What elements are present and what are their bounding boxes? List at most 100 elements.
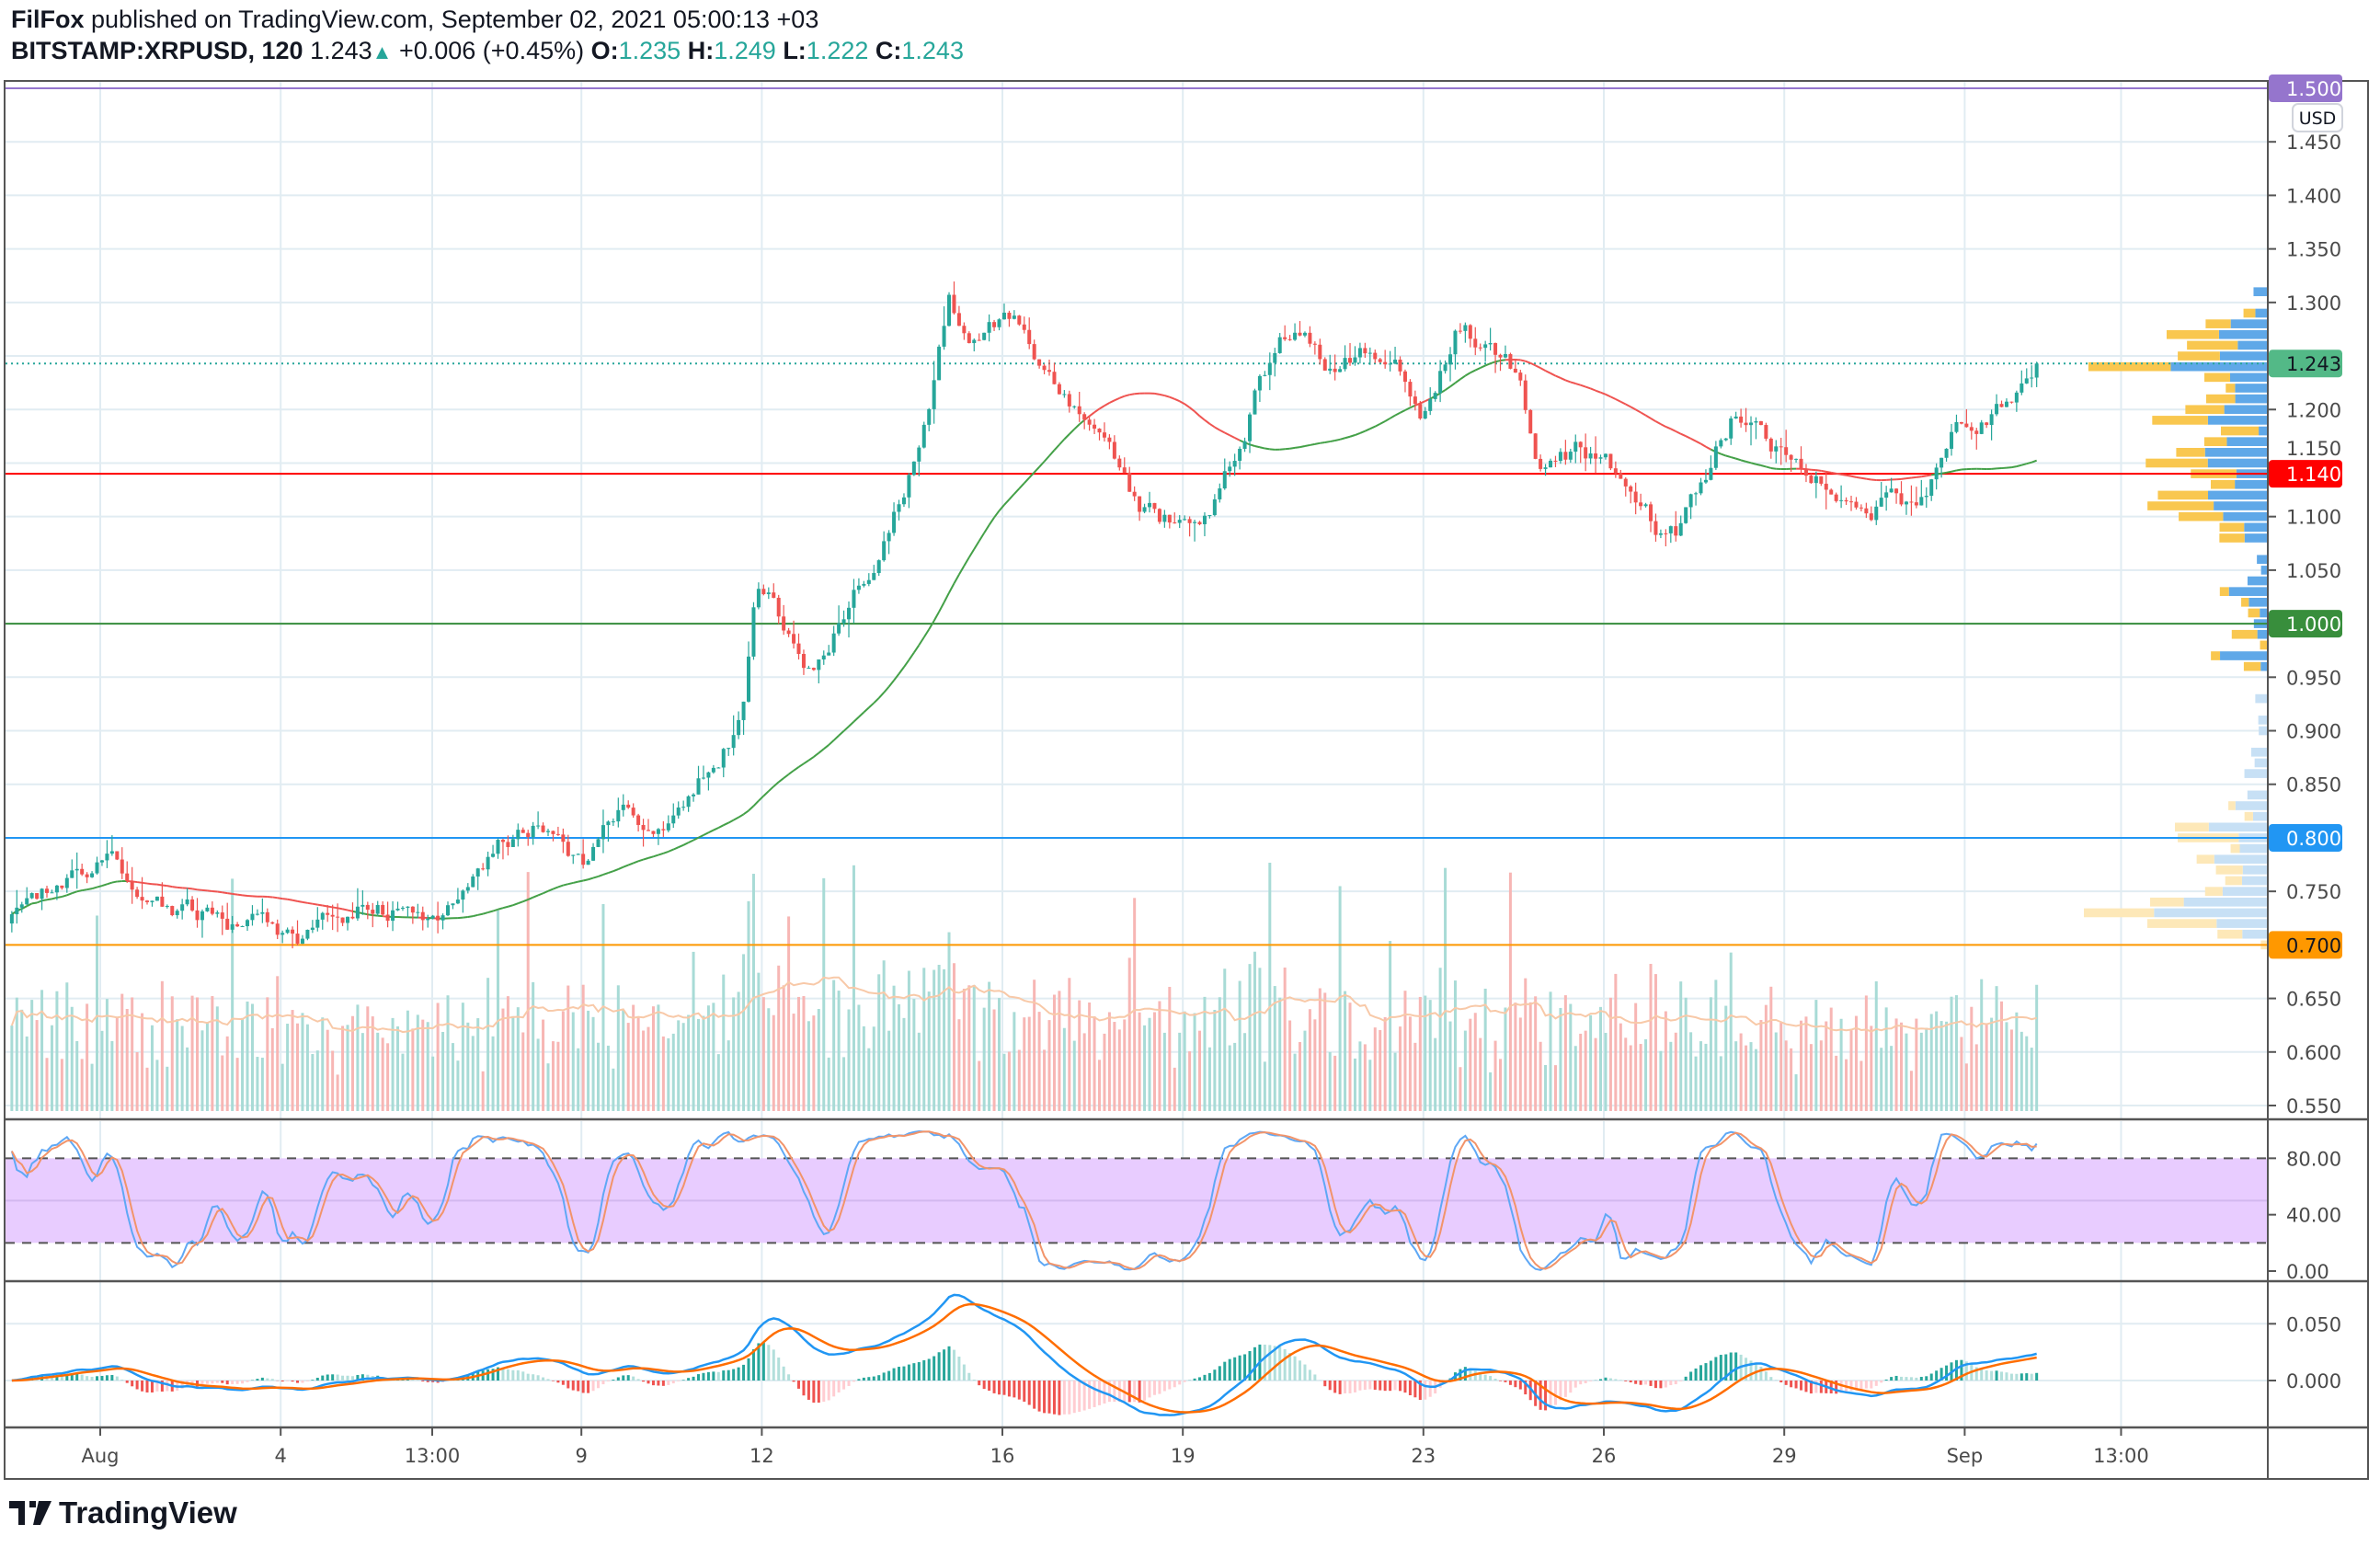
macd-histogram-bar	[205, 1381, 209, 1384]
ma-segment	[492, 908, 498, 912]
candle	[1102, 432, 1106, 438]
ma-segment	[993, 510, 1001, 519]
ma-segment	[277, 897, 283, 900]
macd-histogram-bar	[1769, 1377, 1773, 1381]
candle	[731, 735, 736, 749]
volume-bar	[837, 991, 841, 1111]
ma-segment	[1815, 469, 1822, 472]
candle	[441, 915, 445, 921]
profile-down-bar	[2244, 811, 2253, 821]
ma-segment	[1640, 411, 1647, 417]
macd-histogram-bar	[1745, 1358, 1748, 1381]
profile-up-bar	[2260, 661, 2268, 671]
macd-histogram-bar	[1344, 1381, 1347, 1393]
candle	[1248, 414, 1253, 441]
candle	[1764, 425, 1768, 439]
tradingview-logo[interactable]: TradingView	[9, 1495, 237, 1530]
volume-bar	[1573, 1046, 1577, 1111]
volume-bar	[451, 1043, 454, 1111]
level-badge	[2269, 74, 2342, 102]
author[interactable]: FilFox	[11, 6, 85, 33]
macd-histogram-bar	[636, 1379, 640, 1381]
volume-bar	[577, 1048, 580, 1111]
level-badge	[2269, 823, 2342, 852]
volume-bar	[1218, 997, 1221, 1111]
macd-histogram-bar	[1794, 1381, 1798, 1389]
macd-histogram-bar	[1689, 1371, 1693, 1381]
macd-histogram-bar	[1127, 1381, 1131, 1403]
ma-segment	[883, 685, 890, 693]
candle	[109, 851, 114, 854]
profile-up-bar	[2224, 405, 2268, 415]
profile-down-bar	[2175, 822, 2209, 832]
candle	[997, 319, 1001, 327]
ma-segment	[1364, 428, 1371, 432]
candle	[1052, 372, 1057, 384]
profile-down-bar	[2220, 426, 2260, 436]
volume-bar	[40, 990, 44, 1111]
candle	[956, 313, 961, 327]
volume-bar	[1243, 1033, 1247, 1111]
macd-histogram-bar	[1037, 1381, 1041, 1412]
macd-histogram-bar	[1704, 1363, 1708, 1381]
ma-segment	[1114, 396, 1120, 402]
macd-histogram-bar	[1173, 1381, 1176, 1388]
macd-histogram-bar	[927, 1358, 931, 1381]
macd-histogram-bar	[546, 1379, 550, 1381]
volume-bar	[651, 1006, 655, 1111]
volume-bar	[842, 1057, 846, 1111]
volume-bar	[1794, 1074, 1798, 1111]
ma-segment	[1480, 364, 1486, 369]
volume-bar	[1829, 1007, 1833, 1111]
macd-histogram-bar	[1905, 1377, 1908, 1381]
volume-bar	[642, 1030, 646, 1111]
candle	[531, 825, 535, 838]
macd-histogram-bar	[511, 1369, 515, 1381]
macd-histogram-bar	[1338, 1381, 1342, 1394]
ma-segment	[563, 883, 569, 887]
ma-segment	[342, 908, 349, 911]
volume-bar	[632, 1004, 635, 1111]
horizontal-levels[interactable]	[6, 87, 2268, 946]
volume-bar	[80, 1059, 84, 1111]
volume-bar	[697, 1018, 701, 1111]
candle	[1884, 492, 1889, 498]
candle	[1779, 446, 1783, 448]
macd-histogram-bar	[1068, 1381, 1071, 1415]
ma-segment	[1204, 418, 1211, 425]
candle	[1017, 315, 1022, 325]
symbol[interactable]: BITSTAMP:XRPUSD, 120	[11, 37, 303, 64]
candle	[165, 906, 169, 908]
open-value: 1.235	[618, 37, 681, 64]
volume-bar	[677, 1020, 681, 1111]
volume-bar	[196, 997, 200, 1111]
ma-segment	[877, 692, 885, 699]
macd-histogram-bar	[131, 1381, 134, 1387]
time-tick-label: 16	[990, 1445, 1015, 1467]
volume-bar	[521, 1032, 525, 1111]
volume-bar	[1103, 1033, 1106, 1111]
ma-segment	[46, 898, 52, 901]
macd-histogram-bar	[155, 1381, 159, 1392]
candle	[426, 918, 430, 921]
volume-bar	[341, 1026, 345, 1111]
macd-histogram-bar	[436, 1381, 440, 1383]
profile-down-bar	[2243, 308, 2256, 318]
volume-bar	[476, 1018, 480, 1111]
macd-histogram-bar	[1614, 1379, 1618, 1381]
candle	[160, 896, 165, 907]
volume-bar	[286, 1024, 290, 1111]
candle	[686, 796, 691, 808]
ma-segment	[913, 644, 921, 654]
currency-button[interactable]: USD	[2292, 103, 2343, 132]
volume-bar	[561, 1011, 565, 1111]
macd-histogram-bar	[837, 1381, 841, 1392]
volume-bar	[967, 985, 971, 1111]
ma-segment	[522, 899, 529, 903]
ma-segment	[1831, 471, 1836, 475]
candle	[1939, 457, 1944, 468]
candle	[807, 668, 811, 670]
ma-segment	[1359, 430, 1366, 434]
ma-segment	[623, 864, 629, 868]
